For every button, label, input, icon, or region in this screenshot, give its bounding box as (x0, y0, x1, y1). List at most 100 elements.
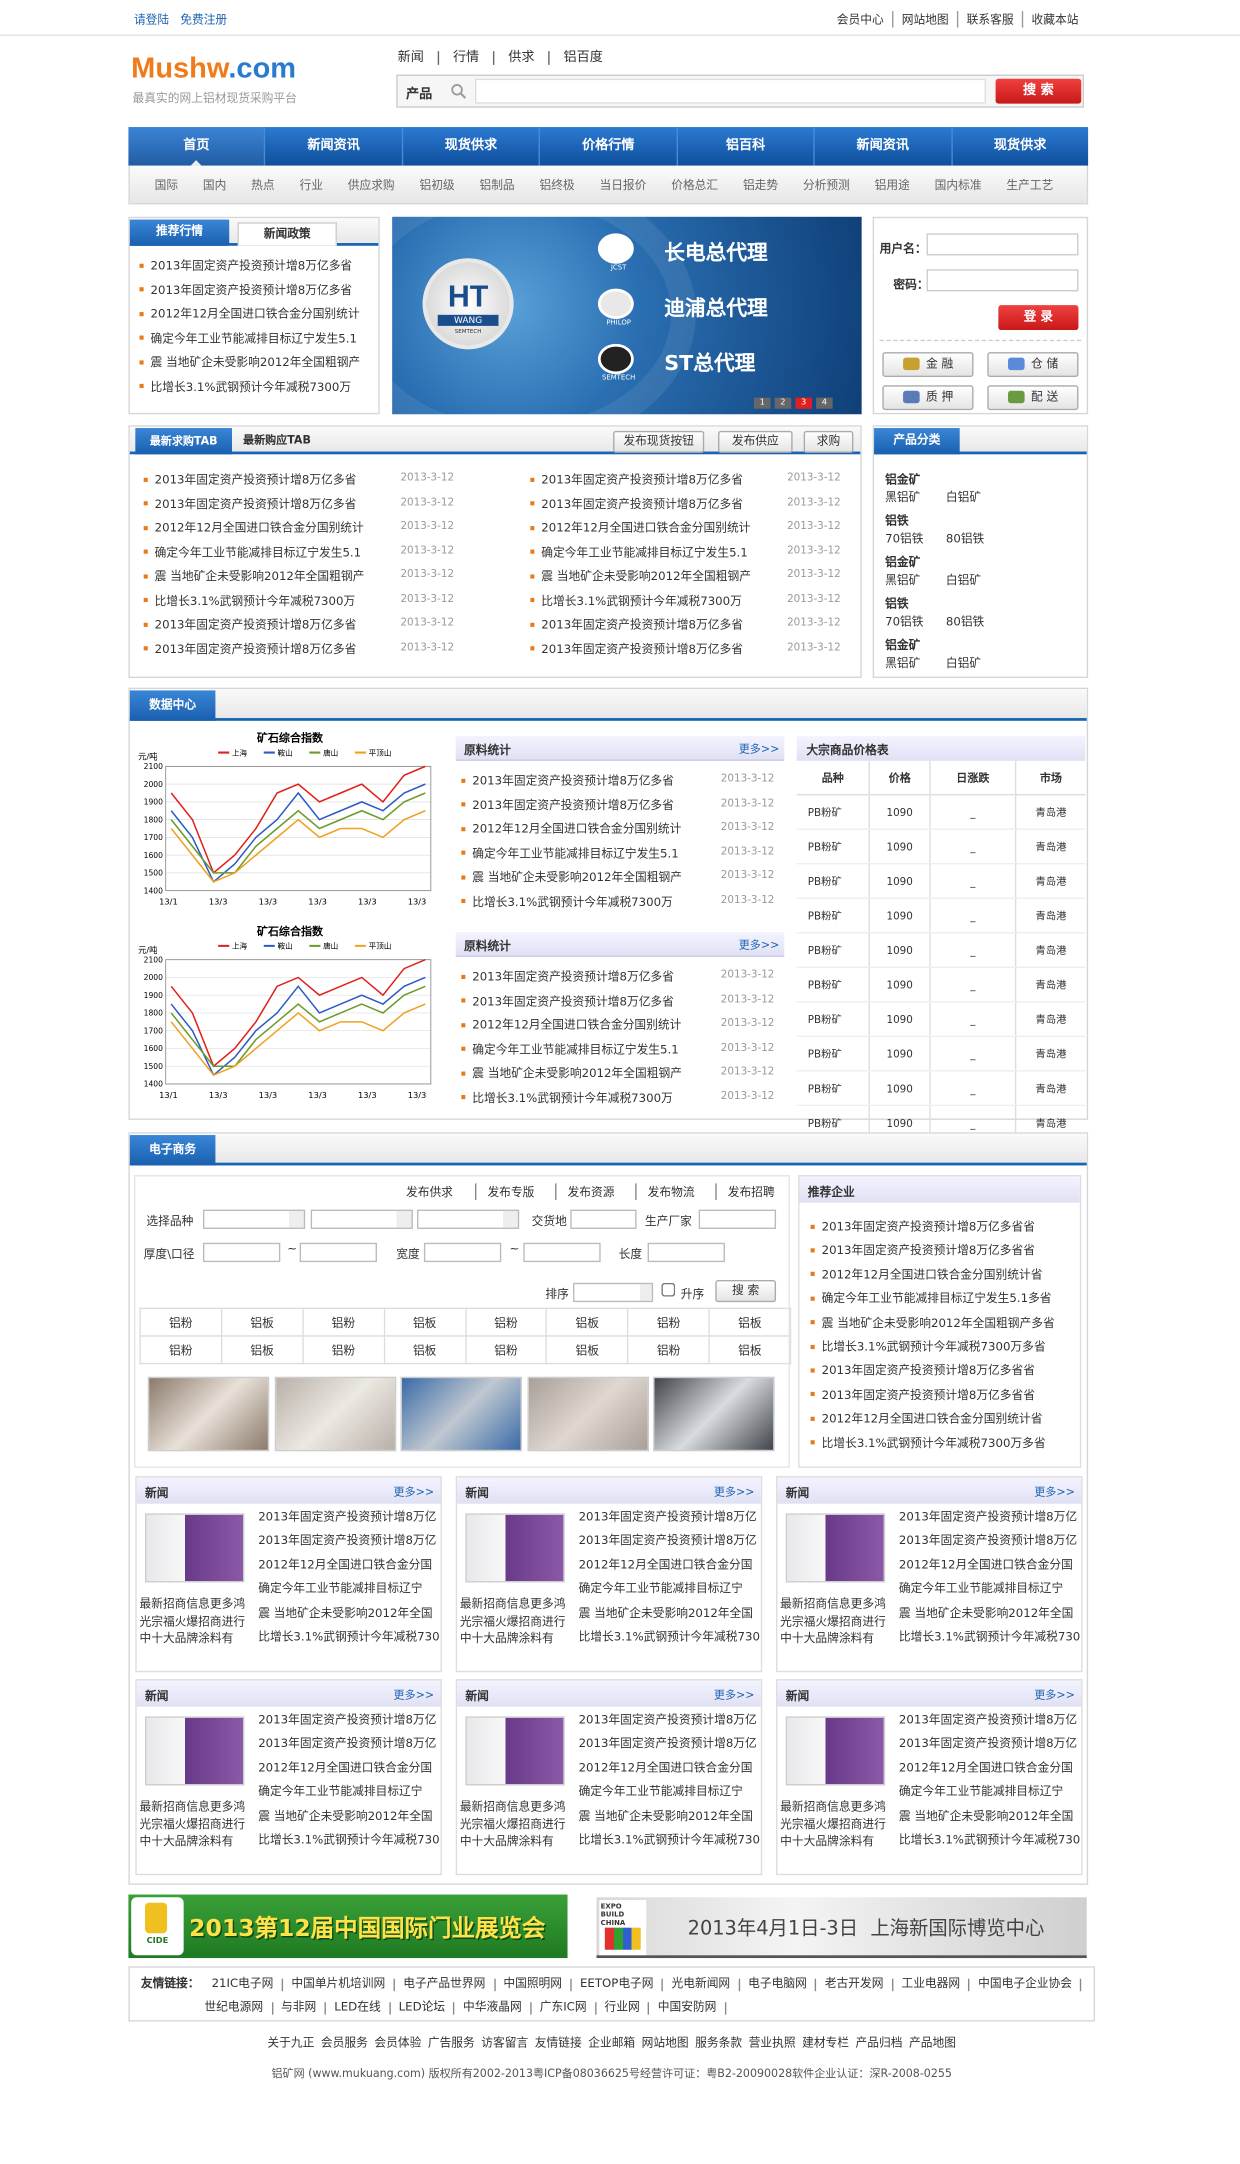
input[interactable] (570, 1209, 637, 1229)
sub-nav-item[interactable]: 行业 (299, 178, 323, 193)
top-link[interactable]: 免费注册 (180, 13, 228, 28)
recommended-item[interactable]: 震 当地矿企未受影响2012年全国粗钢产多省 (811, 1314, 1076, 1331)
friend-link[interactable]: EETOP电子网 (572, 1978, 664, 1992)
grid-cell[interactable]: 铝粉 (627, 1307, 710, 1337)
nav-item[interactable]: 现货供求 (401, 127, 539, 166)
purchase-item[interactable]: 2013年固定资产投资预计增8万亿多省 (530, 640, 765, 657)
service-button[interactable]: 质 押 (882, 385, 974, 411)
category-item[interactable]: 黑铝矿 (885, 657, 921, 672)
grid-cell[interactable]: 铝粉 (302, 1335, 385, 1365)
product-image[interactable] (147, 1376, 270, 1452)
sub-nav-item[interactable]: 铝终极 (539, 178, 575, 193)
footer-link[interactable]: 营业执照 (748, 2036, 796, 2051)
category-item[interactable]: 白铝矿 (945, 657, 982, 672)
stats-item[interactable]: 确定今年工业节能减排目标辽宁发生5.1 (461, 844, 703, 861)
friend-link[interactable]: 中国单片机培训网 (283, 1978, 395, 1992)
news-item[interactable]: 2012年12月全国进口铁合金分国 (898, 1761, 1073, 1776)
nav-item[interactable]: 新闻资讯 (813, 127, 950, 166)
news-item[interactable]: 确定今年工业节能减排目标辽宁 (258, 1785, 423, 1800)
news-item[interactable]: 2013年固定资产投资预计增8万亿 (578, 1510, 757, 1525)
username-input[interactable] (926, 233, 1079, 256)
service-button[interactable]: 仓 储 (987, 352, 1079, 377)
sub-nav-item[interactable]: 铝初级 (419, 178, 455, 193)
publish-link[interactable]: 发布资源 (555, 1183, 614, 1200)
footer-link[interactable]: 访客留言 (481, 2036, 529, 2051)
news-item[interactable]: 2013年固定资产投资预计增8万亿 (258, 1713, 437, 1728)
sub-nav-item[interactable]: 铝走势 (742, 178, 779, 193)
purchase-item[interactable]: 2012年12月全国进口铁合金分国别统计 (530, 519, 765, 536)
search-button[interactable]: 搜 索 (995, 78, 1082, 104)
news-item[interactable]: 2012年12月全国进口铁合金分国 (258, 1558, 433, 1573)
news-item[interactable]: 2012年12月全国进口铁合金分国别统计 (139, 305, 374, 322)
input[interactable] (698, 1209, 777, 1229)
product-image[interactable] (526, 1376, 649, 1452)
stats-item[interactable]: 2013年固定资产投资预计增8万亿多省 (461, 968, 703, 985)
grid-cell[interactable]: 铝板 (708, 1307, 792, 1337)
category-item[interactable]: 黑铝矿 (885, 491, 921, 506)
category-item[interactable]: 80铝铁 (945, 615, 985, 630)
news-item[interactable]: 2013年固定资产投资预计增8万亿 (898, 1534, 1078, 1549)
footer-link[interactable]: 建材专栏 (802, 2036, 850, 2051)
service-button[interactable]: 配 送 (987, 385, 1079, 411)
news-item[interactable]: 2013年固定资产投资预计增8万亿 (258, 1510, 437, 1525)
tab[interactable]: 最新求购TAB (135, 428, 232, 455)
top-link[interactable]: 收藏本站 (1021, 11, 1087, 28)
stats-item[interactable]: 2013年固定资产投资预计增8万亿多省 (461, 992, 703, 1009)
asc-checkbox[interactable] (661, 1282, 676, 1297)
friend-link[interactable]: 世纪电源网 (196, 2002, 273, 2015)
grid-cell[interactable]: 铝粉 (464, 1307, 548, 1337)
news-image[interactable] (465, 1716, 565, 1786)
nav-item[interactable]: 新闻资讯 (264, 127, 401, 166)
friend-link[interactable]: 工业电器网 (893, 1978, 970, 1992)
sub-nav-item[interactable]: 铝制品 (479, 178, 515, 193)
footer-link[interactable]: 广告服务 (427, 2036, 475, 2051)
footer-link[interactable]: 友情链接 (534, 2036, 582, 2051)
category-item[interactable]: 80铝铁 (945, 533, 985, 547)
banner-page[interactable]: 2 (774, 397, 792, 409)
stats-item[interactable]: 比增长3.1%武钢预计今年减税7300万 (461, 893, 703, 909)
footer-link[interactable]: 产品地图 (909, 2036, 956, 2051)
purchase-item[interactable]: 2013年固定资产投资预计增8万亿多省 (530, 471, 765, 488)
grid-cell[interactable]: 铝板 (383, 1307, 467, 1337)
more-link[interactable]: 更多>> (393, 1688, 435, 1702)
footer-link[interactable]: 产品归档 (855, 2036, 903, 2051)
banner-expo-left[interactable]: CIDE 2013第12届中国国际门业展览会 (128, 1894, 568, 1959)
sub-nav-item[interactable]: 生产工艺 (1006, 178, 1054, 193)
friend-link[interactable]: 电子产品世界网 (395, 1978, 496, 1992)
grid-cell[interactable]: 铝板 (708, 1335, 792, 1365)
search-button[interactable]: 搜 索 (715, 1280, 777, 1303)
top-link[interactable]: 联系客服 (956, 11, 1022, 28)
news-item[interactable]: 比增长3.1%武钢预计今年减税730 (258, 1833, 440, 1848)
category-item[interactable]: 黑铝矿 (885, 574, 921, 589)
news-item[interactable]: 比增长3.1%武钢预计今年减税730 (578, 1833, 760, 1848)
search-input[interactable] (475, 78, 986, 104)
news-item[interactable]: 2013年固定资产投资预计增8万亿 (578, 1737, 757, 1752)
category-item[interactable]: 白铝矿 (945, 574, 982, 589)
category-item[interactable]: 70铝铁 (885, 533, 924, 547)
news-item[interactable]: 2012年12月全国进口铁合金分国 (578, 1558, 753, 1573)
news-item[interactable]: 2013年固定资产投资预计增8万亿 (898, 1510, 1078, 1525)
stats-item[interactable]: 比增长3.1%武钢预计今年减税7300万 (461, 1089, 703, 1106)
grid-cell[interactable]: 铝板 (383, 1335, 467, 1365)
news-item[interactable]: 2013年固定资产投资预计增8万亿 (578, 1534, 757, 1549)
purchase-item[interactable]: 比增长3.1%武钢预计今年减税7300万 (530, 592, 765, 608)
news-item[interactable]: 震 当地矿企未受影响2012年全国粗钢产 (139, 353, 374, 370)
friend-link[interactable]: 中国安防网 (649, 2002, 727, 2015)
news-item[interactable]: 比增长3.1%武钢预计今年减税7300万 (139, 378, 374, 394)
purchase-item[interactable]: 震 当地矿企未受影响2012年全国粗钢产 (530, 568, 765, 584)
nav-item[interactable]: 铝百科 (676, 127, 813, 166)
logo[interactable]: Mushw.com (131, 52, 296, 85)
news-item[interactable]: 2012年12月全国进口铁合金分国 (578, 1761, 753, 1776)
news-item[interactable]: 确定今年工业节能减排目标辽宁 (578, 1582, 743, 1597)
grid-cell[interactable]: 铝板 (545, 1335, 629, 1365)
purchase-item[interactable]: 2013年固定资产投资预计增8万亿多省 (144, 471, 379, 488)
more-link[interactable]: 更多>> (738, 742, 780, 756)
footer-link[interactable]: 会员体验 (374, 2036, 422, 2051)
news-item[interactable]: 2012年12月全国进口铁合金分国 (898, 1558, 1073, 1573)
friend-link[interactable]: 老古开发网 (817, 1978, 894, 1992)
friend-link[interactable]: LED论坛 (390, 2002, 455, 2015)
recommended-item[interactable]: 比增长3.1%武钢预计今年减税7300万多省 (811, 1338, 1076, 1355)
friend-link[interactable]: 与非网 (273, 2002, 326, 2015)
stats-item[interactable]: 震 当地矿企未受影响2012年全国粗钢产 (461, 869, 703, 885)
product-image[interactable] (653, 1376, 775, 1452)
